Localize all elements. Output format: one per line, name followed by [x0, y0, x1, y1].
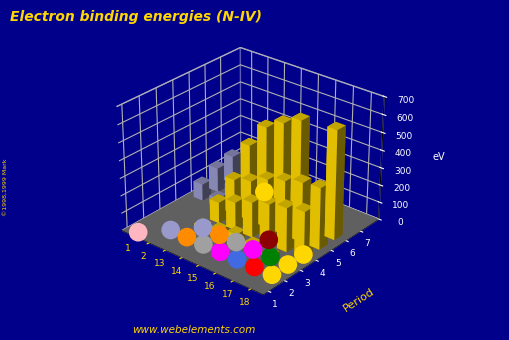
- Text: www.webelements.com: www.webelements.com: [132, 325, 255, 335]
- Y-axis label: Period: Period: [341, 286, 375, 313]
- Text: ©1998,1999 Mark: ©1998,1999 Mark: [3, 158, 8, 216]
- Text: Electron binding energies (N-IV): Electron binding energies (N-IV): [10, 10, 262, 24]
